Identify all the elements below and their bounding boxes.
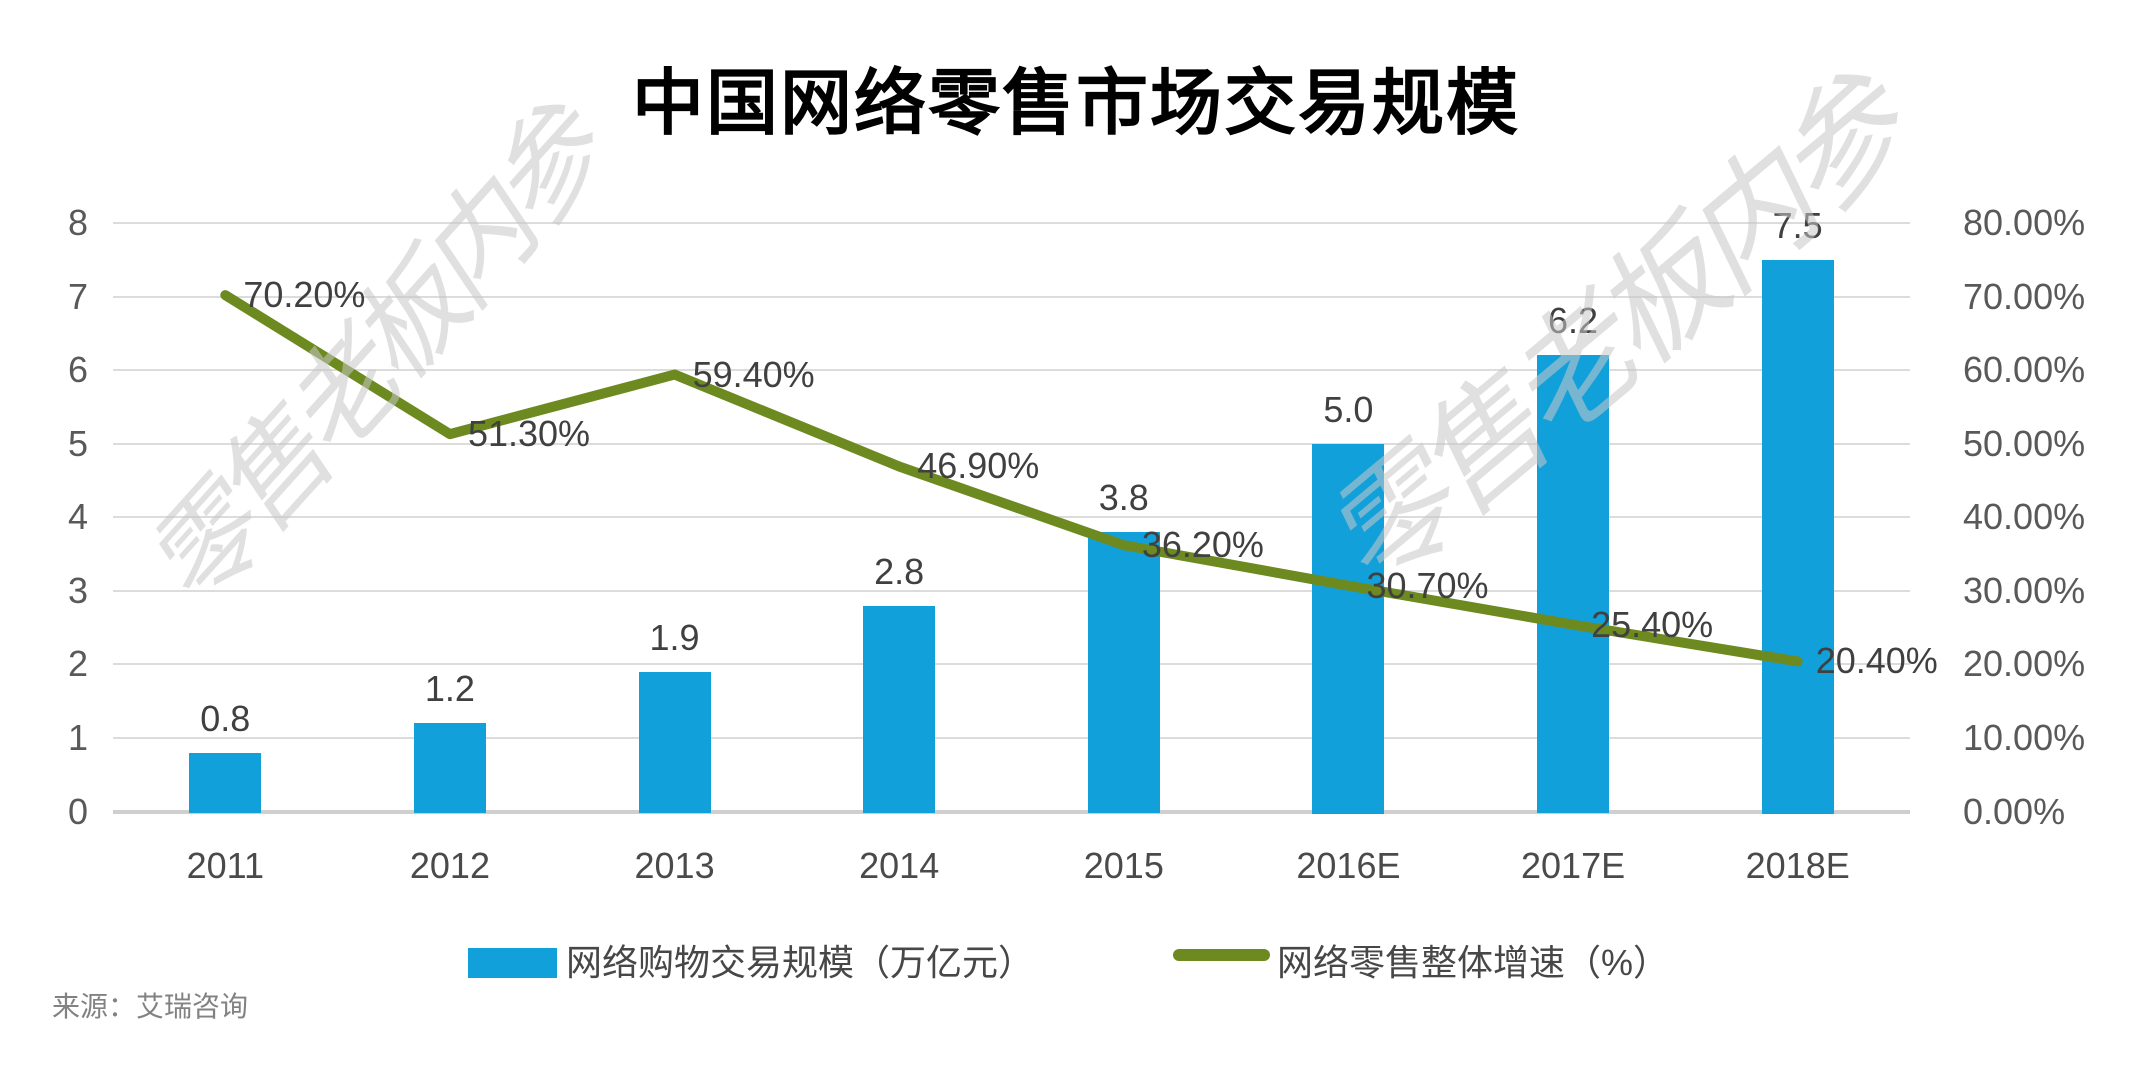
x-axis-label-2016E: 2016E <box>1296 845 1401 886</box>
bar-label-2012: 1.2 <box>424 668 475 710</box>
bar-label-2018E: 7.5 <box>1772 204 1823 246</box>
line-label-2018E: 20.40% <box>1815 640 1938 682</box>
bar-label-2014: 2.8 <box>874 550 925 592</box>
x-axis-label-2011: 2011 <box>186 845 265 886</box>
bar-label-2016E: 5.0 <box>1323 388 1374 430</box>
growth-line <box>220 290 1803 667</box>
gridline-2 <box>113 369 1910 372</box>
x-axis-label-2018E: 2018E <box>1745 845 1850 886</box>
legend-bar-swatch <box>468 948 557 978</box>
bar-2011 <box>189 752 262 814</box>
bar-2013 <box>638 671 711 814</box>
x-axis-label-2014: 2014 <box>859 845 940 886</box>
gridline-5 <box>113 589 1910 592</box>
x-axis-label-2013: 2013 <box>634 845 715 886</box>
x-axis-label-2015: 2015 <box>1083 845 1164 886</box>
bar-label-2015: 3.8 <box>1098 476 1149 518</box>
right-axis-tick-50.00%: 50.00% <box>1963 422 2086 464</box>
gridline-1 <box>113 295 1910 298</box>
bar-label-2011: 0.8 <box>200 697 251 739</box>
right-axis-tick-30.00%: 30.00% <box>1963 569 2086 611</box>
right-axis-tick-0.00%: 0.00% <box>1963 790 2066 832</box>
left-axis-tick-1: 1 <box>67 716 88 758</box>
line-label-2014: 46.90% <box>917 445 1040 487</box>
legend-line-swatch <box>1173 949 1270 961</box>
right-axis-tick-60.00%: 60.00% <box>1963 349 2086 391</box>
right-axis-tick-10.00%: 10.00% <box>1963 716 2086 758</box>
line-label-2016E: 30.70% <box>1366 564 1489 606</box>
right-axis-tick-70.00%: 70.00% <box>1963 275 2086 317</box>
right-axis-tick-80.00%: 80.00% <box>1963 202 2086 243</box>
bar-2018E <box>1761 259 1834 814</box>
gridline-0 <box>113 222 1910 224</box>
right-axis-tick-20.00%: 20.00% <box>1963 643 2086 685</box>
gridline-3 <box>113 442 1910 445</box>
gridline-4 <box>113 516 1910 519</box>
source-note: 来源：艾瑞咨询 <box>52 991 249 1022</box>
bar-label-2017E: 6.2 <box>1548 300 1599 342</box>
gridline-8 <box>113 809 1910 814</box>
left-axis-tick-4: 4 <box>67 496 88 538</box>
chart-title: 中国网络零售市场交易规模 <box>631 64 1520 144</box>
left-axis-tick-6: 6 <box>67 349 88 391</box>
gridline-6 <box>113 663 1910 666</box>
line-label-2015: 36.20% <box>1141 524 1264 566</box>
x-axis-label-2012: 2012 <box>409 845 490 886</box>
bar-2015 <box>1087 531 1160 814</box>
legend-line-label: 网络零售整体增速（%） <box>1277 942 1670 983</box>
bar-2017E <box>1537 355 1610 814</box>
x-axis-label-2017E: 2017E <box>1521 845 1626 886</box>
line-label-2012: 51.30% <box>467 413 591 455</box>
left-axis-tick-0: 0 <box>67 790 88 832</box>
line-label-2013: 59.40% <box>692 353 815 395</box>
gridline-7 <box>113 736 1910 739</box>
left-axis-tick-7: 7 <box>67 275 88 317</box>
bar-2016E <box>1312 443 1385 814</box>
left-axis-tick-2: 2 <box>67 643 88 685</box>
legend-bar-label: 网络购物交易规模（万亿元） <box>566 942 1035 983</box>
line-label-2017E: 25.40% <box>1591 603 1714 645</box>
left-axis-tick-5: 5 <box>67 422 88 464</box>
left-axis-tick-8: 8 <box>67 202 88 243</box>
line-label-2011: 70.20% <box>243 274 366 316</box>
bar-label-2013: 1.9 <box>649 616 700 658</box>
bar-2014 <box>863 605 936 814</box>
bar-2012 <box>413 723 486 814</box>
left-axis-tick-3: 3 <box>67 569 88 611</box>
right-axis-tick-40.00%: 40.00% <box>1963 496 2086 538</box>
